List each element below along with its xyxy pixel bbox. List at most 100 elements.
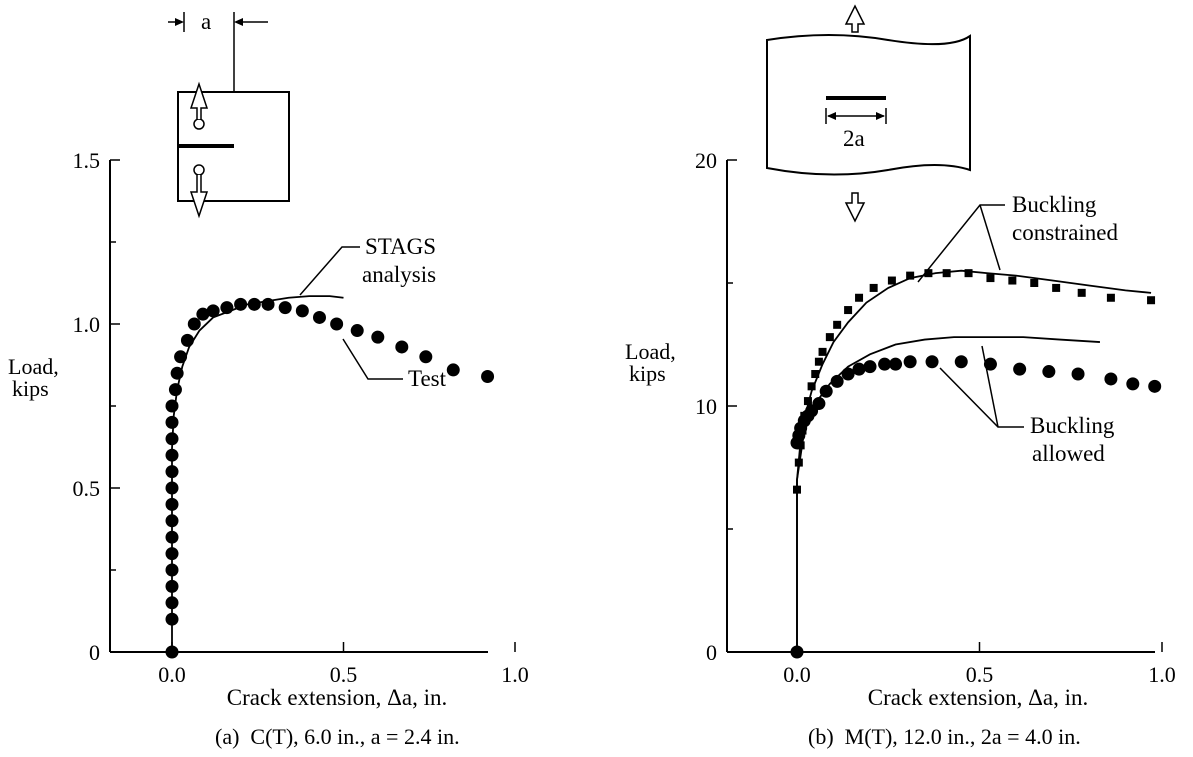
data-point-test bbox=[481, 369, 495, 383]
data-point-test bbox=[220, 301, 234, 315]
data-point-test bbox=[165, 514, 179, 528]
y-tick-label: 1.0 bbox=[73, 312, 101, 337]
data-point-test bbox=[168, 383, 182, 397]
data-point-buckling-constrained bbox=[825, 333, 834, 342]
panel-a-ticks: 0.0 0.5 1.0 0 0.5 1.0 1.5 bbox=[73, 148, 529, 687]
panel-b: 0.0 0.5 1.0 0 10 20 Load, kips Crack extensio… bbox=[625, 4, 1176, 749]
panel-a: 0.0 0.5 1.0 0 0.5 1.0 1.5 Load, kips Crack ext… bbox=[8, 9, 529, 749]
y-tick-label: 0 bbox=[89, 640, 100, 665]
annotation-test: Test bbox=[342, 338, 447, 391]
leader-test bbox=[342, 338, 403, 380]
data-point-test bbox=[234, 297, 248, 311]
data-point-buckling-constrained bbox=[811, 370, 820, 379]
y-tick-label: 1.5 bbox=[73, 148, 101, 173]
leader-constrained-2 bbox=[979, 204, 1001, 271]
data-point-buckling-constrained bbox=[833, 320, 842, 329]
data-point-buckling-allowed bbox=[889, 357, 903, 371]
data-point-buckling-constrained bbox=[1008, 276, 1017, 285]
data-point-test bbox=[165, 563, 179, 577]
data-point-buckling-constrained bbox=[1052, 283, 1061, 292]
data-point-buckling-allowed bbox=[841, 367, 855, 381]
y-tick-label: 20 bbox=[695, 148, 717, 173]
data-point-buckling-constrained bbox=[1077, 288, 1086, 297]
data-point-buckling-allowed bbox=[925, 355, 939, 369]
panel-b-xlabel: Crack extension, Δa, in. bbox=[868, 685, 1088, 710]
data-point-buckling-allowed bbox=[790, 645, 804, 659]
data-point-buckling-constrained bbox=[793, 485, 801, 494]
series-line-stags-analysis bbox=[171, 295, 344, 652]
annotation-stags-line2: analysis bbox=[362, 262, 436, 287]
data-point-test bbox=[165, 579, 179, 593]
data-point-buckling-constrained bbox=[818, 347, 827, 356]
data-point-test bbox=[187, 317, 201, 331]
data-point-test bbox=[165, 645, 179, 659]
data-point-buckling-allowed bbox=[1042, 365, 1056, 379]
data-point-test bbox=[312, 310, 326, 324]
panel-a-ylabel-line2: kips bbox=[12, 376, 49, 401]
data-point-buckling-allowed bbox=[819, 384, 833, 398]
annotation-allowed-line2: allowed bbox=[1032, 441, 1105, 466]
x-tick-label: 0.0 bbox=[783, 662, 811, 687]
data-point-test bbox=[247, 297, 261, 311]
data-point-test bbox=[165, 596, 179, 610]
data-point-buckling-constrained bbox=[803, 397, 812, 406]
data-point-test bbox=[330, 317, 344, 331]
y-tick-label: 0.5 bbox=[73, 476, 101, 501]
ct-dimension-a-label: a bbox=[201, 9, 211, 34]
annotation-buckling-constrained: Buckling constrained bbox=[917, 192, 1119, 283]
mt-dimension-2a-label: 2a bbox=[843, 126, 865, 151]
data-point-buckling-constrained bbox=[986, 274, 995, 283]
leader-allowed-2 bbox=[981, 345, 999, 428]
annotation-stags-line1: STAGS bbox=[365, 234, 436, 259]
panel-b-ticks: 0.0 0.5 1.0 0 10 20 bbox=[695, 148, 1176, 687]
data-point-test bbox=[165, 481, 179, 495]
data-point-test bbox=[419, 350, 433, 364]
data-point-test bbox=[165, 432, 179, 446]
data-point-test bbox=[278, 301, 292, 315]
data-point-buckling-allowed bbox=[954, 355, 968, 369]
leader-stags bbox=[299, 246, 360, 296]
data-point-buckling-constrained bbox=[794, 458, 803, 467]
data-point-test bbox=[174, 350, 188, 364]
data-point-buckling-constrained bbox=[964, 269, 973, 278]
annotation-buckling-allowed: Buckling allowed bbox=[939, 345, 1115, 466]
data-point-test bbox=[165, 415, 179, 429]
data-point-buckling-constrained bbox=[887, 276, 896, 285]
y-tick-label: 10 bbox=[695, 394, 717, 419]
data-point-buckling-constrained bbox=[1147, 296, 1156, 305]
data-point-buckling-allowed bbox=[903, 355, 917, 369]
x-tick-label: 0.5 bbox=[330, 662, 358, 687]
mt-specimen-diagram: 2a bbox=[766, 4, 971, 223]
panel-a-analysis-curves bbox=[171, 295, 344, 652]
leader-allowed bbox=[939, 367, 1024, 428]
data-point-buckling-allowed bbox=[830, 374, 844, 388]
x-tick-label: 1.0 bbox=[501, 662, 529, 687]
annotation-constrained-line1: Buckling bbox=[1012, 192, 1097, 217]
data-point-test bbox=[165, 448, 179, 462]
data-point-test bbox=[170, 366, 184, 380]
data-point-buckling-allowed bbox=[812, 397, 826, 411]
data-point-buckling-allowed bbox=[1013, 362, 1027, 376]
x-tick-label: 0.0 bbox=[158, 662, 186, 687]
x-tick-label: 0.5 bbox=[966, 662, 994, 687]
data-point-test bbox=[196, 307, 210, 321]
data-point-test bbox=[165, 465, 179, 479]
data-point-test bbox=[165, 612, 179, 626]
data-point-buckling-allowed bbox=[1104, 372, 1118, 386]
data-point-buckling-constrained bbox=[1030, 279, 1039, 287]
panel-b-test-points bbox=[790, 269, 1162, 659]
data-point-test bbox=[165, 530, 179, 544]
annotation-test-label: Test bbox=[408, 366, 447, 391]
data-point-buckling-constrained bbox=[844, 306, 853, 315]
panel-a-ylabel-line1: Load, bbox=[8, 354, 59, 379]
data-point-test bbox=[165, 547, 179, 561]
data-point-test bbox=[350, 324, 364, 338]
data-point-test bbox=[371, 330, 385, 344]
annotation-constrained-line2: constrained bbox=[1012, 220, 1119, 245]
data-point-buckling-allowed bbox=[1126, 377, 1140, 391]
data-point-buckling-constrained bbox=[814, 357, 823, 366]
data-point-buckling-allowed bbox=[878, 357, 892, 371]
data-point-buckling-constrained bbox=[855, 293, 864, 302]
data-point-test bbox=[395, 340, 409, 354]
